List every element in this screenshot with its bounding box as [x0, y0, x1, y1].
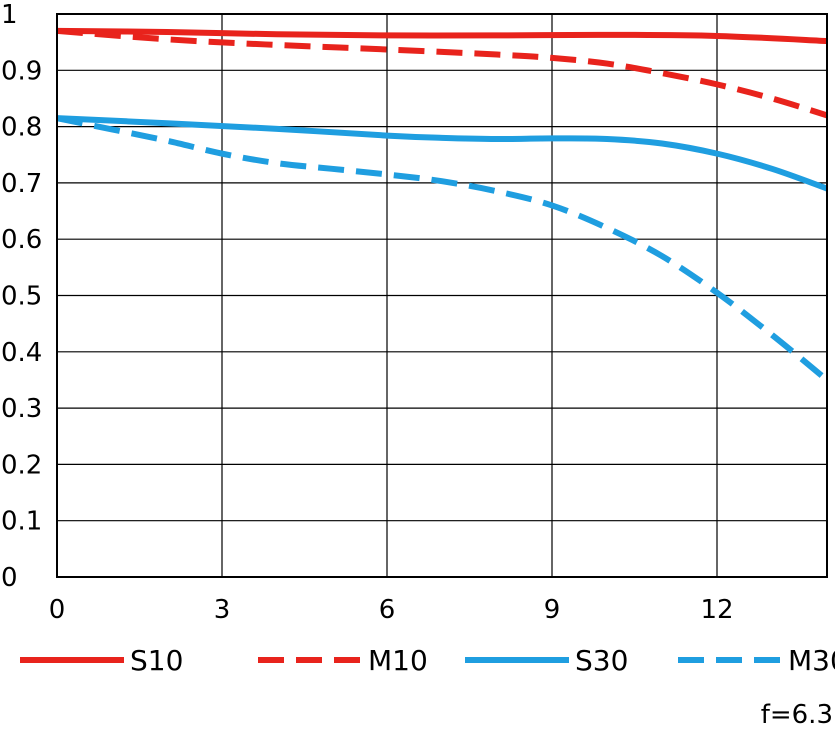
legend-label-s30: S30 — [575, 644, 628, 677]
series-line-s30 — [56, 115, 829, 192]
aperture-annotation: f=6.3 — [761, 700, 833, 730]
legend-label-s10: S10 — [130, 644, 183, 677]
x-tick-label: 12 — [700, 595, 733, 625]
series-lines — [56, 27, 829, 383]
y-tick-label: 0.4 — [1, 338, 42, 368]
legend-label-m30: M30 — [788, 644, 835, 677]
x-tick-label: 9 — [544, 595, 561, 625]
x-tick-label: 6 — [379, 595, 396, 625]
x-tick-label: 0 — [49, 595, 66, 625]
y-tick-label: 0.3 — [1, 394, 42, 424]
y-tick-label: 0.2 — [1, 450, 42, 480]
plot-frame — [56, 13, 828, 578]
legend: S10 M10 S30 M30 — [20, 644, 835, 677]
series-line-s10 — [56, 27, 828, 45]
y-tick-label: 0.5 — [1, 282, 42, 312]
grid — [56, 13, 827, 578]
series-line-m10 — [56, 27, 828, 119]
y-tick-label: 0.7 — [1, 169, 42, 199]
y-axis-ticks: 0 0.1 0.2 0.3 0.4 0.5 0.6 0.7 0.8 0.9 1 — [1, 0, 42, 593]
y-tick-label: 0.9 — [1, 56, 42, 86]
x-axis-ticks: 0 3 6 9 12 — [49, 595, 734, 625]
x-tick-label: 3 — [214, 595, 231, 625]
y-tick-label: 0.1 — [1, 507, 42, 537]
y-tick-label: 0.6 — [1, 225, 42, 255]
y-tick-label: 0 — [1, 563, 18, 593]
y-tick-label: 1 — [1, 0, 18, 30]
y-tick-label: 0.8 — [1, 113, 42, 143]
legend-label-m10: M10 — [368, 644, 428, 677]
series-line-m30 — [56, 115, 829, 383]
